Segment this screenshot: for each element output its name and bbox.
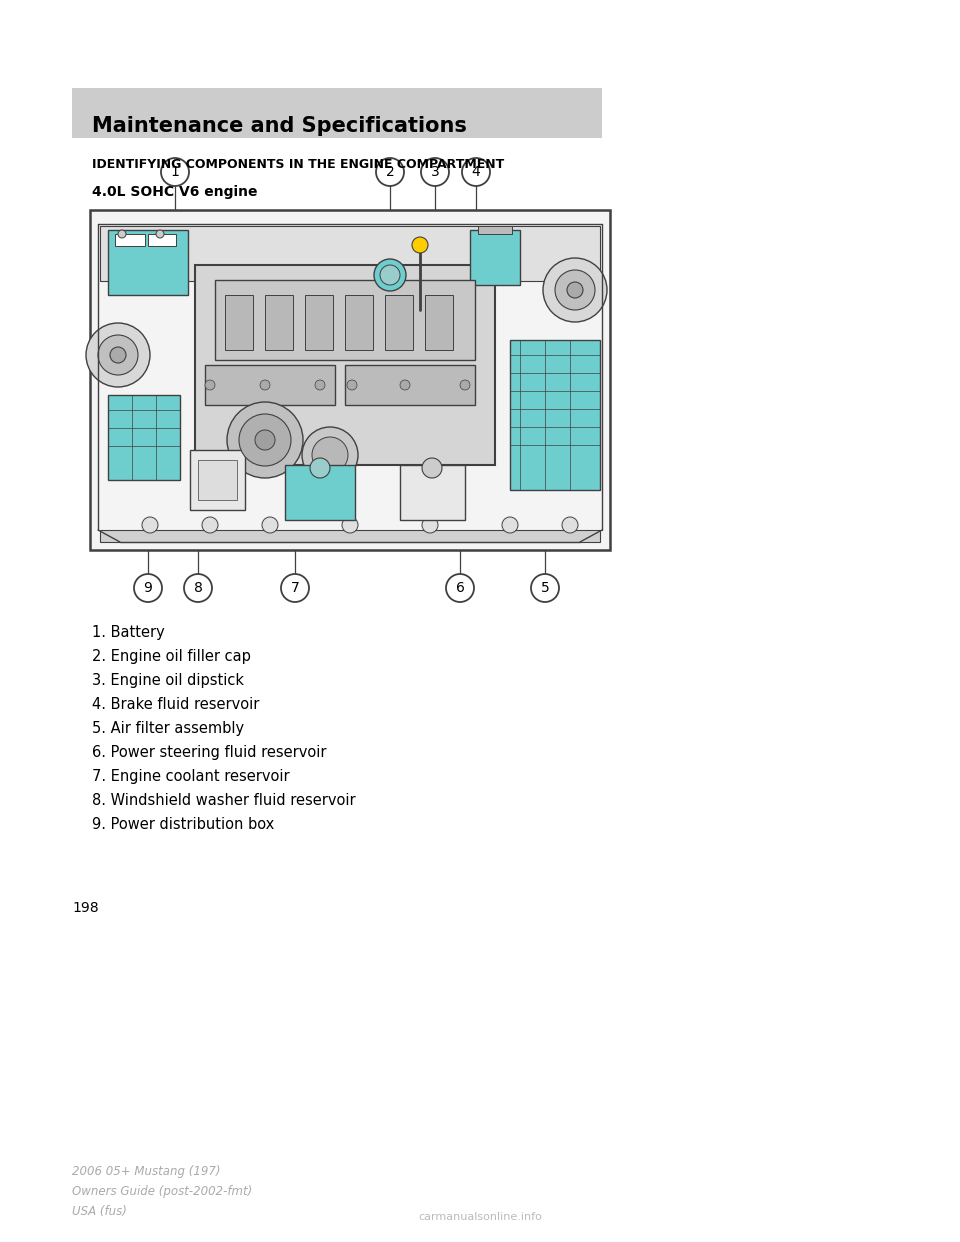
Text: 8. Windshield washer fluid reservoir: 8. Windshield washer fluid reservoir [92, 792, 355, 809]
Text: 7: 7 [291, 581, 300, 595]
Text: 9: 9 [144, 581, 153, 595]
Circle shape [205, 380, 215, 390]
Ellipse shape [543, 258, 607, 322]
Ellipse shape [255, 430, 275, 450]
Text: 5: 5 [540, 581, 549, 595]
Circle shape [412, 237, 428, 253]
Circle shape [446, 574, 474, 602]
Circle shape [118, 230, 126, 238]
Bar [72, 88, 602, 138]
Bar [205, 365, 335, 405]
Bar [225, 296, 253, 350]
Bar [198, 460, 237, 501]
Bar [148, 233, 176, 246]
Circle shape [262, 517, 278, 533]
Bar [478, 226, 512, 233]
Circle shape [134, 574, 162, 602]
Text: 8: 8 [194, 581, 203, 595]
Text: 4.0L SOHC V6 engine: 4.0L SOHC V6 engine [92, 185, 257, 199]
Text: carmanualsonline.info: carmanualsonline.info [418, 1212, 542, 1222]
Text: 3: 3 [431, 165, 440, 179]
Bar [305, 296, 333, 350]
Bar [285, 465, 355, 520]
Ellipse shape [302, 427, 358, 483]
Bar [115, 233, 145, 246]
Circle shape [342, 517, 358, 533]
Text: 3. Engine oil dipstick: 3. Engine oil dipstick [92, 673, 244, 688]
Circle shape [374, 260, 406, 291]
Bar [100, 226, 600, 281]
Bar [385, 296, 413, 350]
Circle shape [161, 158, 189, 186]
Circle shape [376, 158, 404, 186]
Circle shape [281, 574, 309, 602]
Circle shape [142, 517, 158, 533]
Bar [470, 230, 520, 284]
Text: 2. Engine oil filler cap: 2. Engine oil filler cap [92, 650, 251, 664]
Circle shape [531, 574, 559, 602]
Text: 7. Engine coolant reservoir: 7. Engine coolant reservoir [92, 769, 290, 784]
Ellipse shape [567, 282, 583, 298]
Circle shape [260, 380, 270, 390]
Bar [425, 296, 453, 350]
Text: 1: 1 [171, 165, 180, 179]
Circle shape [315, 380, 325, 390]
Ellipse shape [227, 402, 303, 478]
Text: 2006 05+ Mustang (197): 2006 05+ Mustang (197) [72, 1165, 221, 1177]
Circle shape [347, 380, 357, 390]
Bar [195, 265, 495, 465]
Text: USA (fus): USA (fus) [72, 1205, 127, 1218]
Circle shape [156, 230, 164, 238]
Ellipse shape [86, 323, 150, 388]
Text: 2: 2 [386, 165, 395, 179]
Ellipse shape [110, 347, 126, 363]
Text: Owners Guide (post-2002-fmt): Owners Guide (post-2002-fmt) [72, 1185, 252, 1199]
Bar [510, 340, 600, 491]
Text: 4. Brake fluid reservoir: 4. Brake fluid reservoir [92, 697, 259, 712]
Circle shape [310, 458, 330, 478]
Ellipse shape [98, 335, 138, 375]
Bar [108, 230, 188, 296]
Text: Maintenance and Specifications: Maintenance and Specifications [92, 116, 467, 137]
Circle shape [400, 380, 410, 390]
Circle shape [421, 158, 449, 186]
Ellipse shape [555, 270, 595, 310]
Text: IDENTIFYING COMPONENTS IN THE ENGINE COMPARTMENT: IDENTIFYING COMPONENTS IN THE ENGINE COM… [92, 158, 504, 171]
Circle shape [184, 574, 212, 602]
Circle shape [202, 517, 218, 533]
Bar [190, 450, 245, 510]
Ellipse shape [312, 437, 348, 473]
Circle shape [422, 517, 438, 533]
Bar [345, 365, 475, 405]
Bar [100, 530, 600, 542]
Circle shape [462, 158, 490, 186]
Circle shape [422, 458, 442, 478]
Circle shape [502, 517, 518, 533]
Text: 5. Air filter assembly: 5. Air filter assembly [92, 722, 244, 737]
Bar [345, 296, 373, 350]
Text: 6. Power steering fluid reservoir: 6. Power steering fluid reservoir [92, 745, 326, 760]
Bar [215, 279, 475, 360]
Ellipse shape [239, 414, 291, 466]
Bar [108, 395, 180, 479]
Circle shape [562, 517, 578, 533]
Text: 198: 198 [72, 900, 99, 915]
Circle shape [380, 265, 400, 284]
Text: 4: 4 [471, 165, 480, 179]
Bar [265, 296, 293, 350]
Bar [400, 465, 465, 520]
Text: 6: 6 [456, 581, 465, 595]
Text: 1. Battery: 1. Battery [92, 625, 165, 640]
Bar [90, 210, 610, 550]
Circle shape [460, 380, 470, 390]
Text: 9. Power distribution box: 9. Power distribution box [92, 817, 275, 832]
